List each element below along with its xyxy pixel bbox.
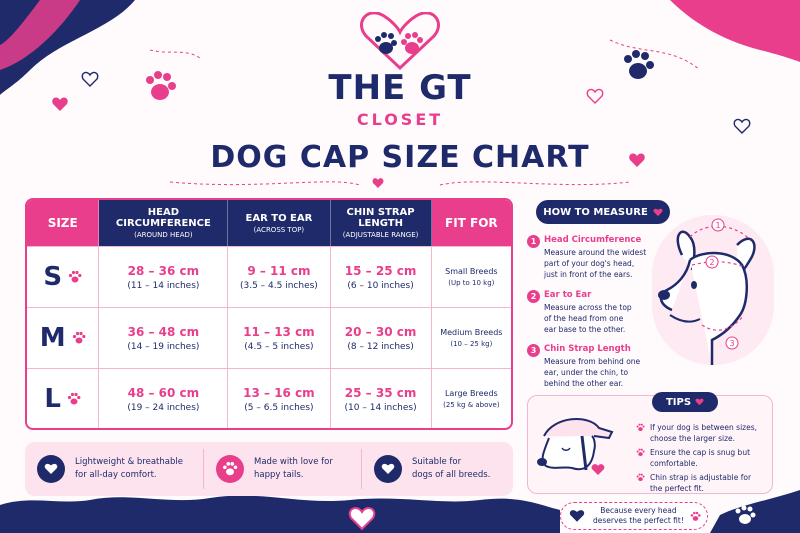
brand-subtitle: CLOSET — [356, 110, 444, 129]
paw-icon — [636, 423, 645, 432]
paw-icon — [624, 50, 654, 79]
table-header: SIZE HEAD CIRCUMFERENCE (AROUND HEAD) EAR… — [27, 200, 511, 246]
paw-icon — [735, 505, 756, 524]
chin-inches: (6 – 10 inches) — [347, 280, 414, 291]
head-cm: 48 – 60 cm — [127, 385, 200, 400]
table-row: L 48 – 60 cm (19 – 24 inches) 13 – 16 cm (… — [27, 368, 511, 428]
feature-strip: Lightweight & breathable for all-day comf… — [25, 442, 513, 496]
table-row: M 36 – 48 cm (14 – 19 inches) 11 – 13 cm (… — [27, 307, 511, 368]
heart-icon — [733, 118, 751, 134]
measure-step: 3 Chin Strap Length Measure from behind … — [527, 344, 657, 389]
fit-breed: Large Breeds — [444, 389, 498, 398]
heart-icon — [629, 153, 645, 167]
tip-item: Chin strap is adjustable for the perfect … — [636, 472, 771, 494]
head-cm: 36 – 48 cm — [127, 324, 200, 339]
feature-item: Made with love for happy tails. — [203, 449, 361, 489]
fit-weight: (Up to 10 kg) — [448, 279, 495, 287]
fit-weight: (25 kg & above) — [443, 401, 500, 409]
table-row: S 28 – 36 cm (11 – 14 inches) 9 – 11 cm (3… — [27, 246, 511, 307]
chin-cm: 15 – 25 cm — [344, 263, 417, 278]
page-title: DOG CAP SIZE CHART — [210, 140, 590, 175]
dog-measure-illustration: 1 2 3 — [652, 215, 774, 365]
paw-icon — [72, 331, 86, 344]
brand-name: THE GT — [328, 68, 472, 108]
feature-item: Lightweight & breathable for all-day comf… — [25, 449, 203, 489]
ear-inches: (3.5 – 4.5 inches) — [240, 280, 318, 291]
measure-step: 1 Head Circumference Measure around the … — [527, 235, 657, 280]
fit-breed: Medium Breeds — [440, 328, 503, 337]
paw-icon — [68, 270, 82, 283]
header-head-circumference: HEAD CIRCUMFERENCE (AROUND HEAD) — [99, 200, 229, 246]
heart-icon — [695, 398, 704, 406]
chin-inches: (8 – 12 inches) — [347, 341, 414, 352]
header-size: SIZE — [27, 200, 100, 246]
svg-text:3: 3 — [729, 339, 734, 348]
paw-icon — [636, 448, 645, 457]
tips-title: TIPS — [652, 392, 718, 412]
header-chin-strap: CHIN STRAP LENGTH (ADJUSTABLE RANGE) — [330, 200, 432, 246]
brand-logo: THE GT CLOSET — [300, 12, 500, 132]
heart-icon — [586, 88, 604, 104]
how-to-measure-title: HOW TO MEASURE — [536, 200, 670, 224]
heart-icon — [37, 455, 65, 483]
tips-box: TIPS If your dog is between sizes, choose… — [527, 392, 773, 494]
tip-item: Ensure the cap is snug but comfortable. — [636, 447, 771, 469]
head-cm: 28 – 36 cm — [127, 263, 200, 278]
heart-icon — [374, 455, 402, 483]
heart-icon — [569, 510, 585, 522]
paw-icon — [690, 511, 701, 521]
heart-icon — [52, 97, 68, 111]
head-inches: (11 – 14 inches) — [127, 280, 200, 291]
dog-with-cap-icon — [537, 417, 614, 475]
measure-step: 2 Ear to Ear Measure across the top of th… — [527, 290, 657, 335]
header-fit-for: FIT FOR — [431, 200, 511, 246]
fit-breed: Small Breeds — [445, 267, 498, 276]
heart-icon — [653, 208, 663, 216]
size-table: SIZE HEAD CIRCUMFERENCE (AROUND HEAD) EAR… — [25, 198, 513, 430]
chin-cm: 20 – 30 cm — [344, 324, 417, 339]
size-label: L — [44, 384, 61, 414]
heart-icon — [372, 178, 384, 188]
chin-cm: 25 – 35 cm — [344, 385, 417, 400]
ear-cm: 11 – 13 cm — [243, 324, 315, 339]
dog-head-icon: 1 2 3 — [658, 218, 756, 365]
head-inches: (19 – 24 inches) — [127, 402, 200, 413]
ear-inches: (5 – 6.5 inches) — [244, 402, 314, 413]
size-label: S — [43, 262, 63, 292]
ear-cm: 13 – 16 cm — [243, 385, 315, 400]
heart-icon — [81, 71, 99, 87]
feature-item: Suitable for dogs of all breeds. — [361, 449, 511, 489]
svg-text:2: 2 — [709, 258, 714, 267]
tip-item: If your dog is between sizes, choose the … — [636, 422, 771, 444]
ear-cm: 9 – 11 cm — [247, 263, 311, 278]
ear-inches: (4.5 – 5 inches) — [244, 341, 314, 352]
svg-text:1: 1 — [715, 221, 720, 230]
header-ear-to-ear: EAR TO EAR (ACROSS TOP) — [228, 200, 331, 246]
fit-weight: (10 – 25 kg) — [450, 340, 493, 348]
bottom-note: Because every head deserves the perfect f… — [560, 502, 708, 530]
paw-icon — [216, 455, 244, 483]
head-inches: (14 – 19 inches) — [127, 341, 200, 352]
heart-icon — [348, 507, 376, 531]
chin-inches: (10 – 14 inches) — [344, 402, 417, 413]
paw-icon — [67, 392, 81, 405]
paw-icon — [636, 473, 645, 482]
logo-heart-icon — [360, 12, 440, 71]
paw-icon — [146, 71, 176, 100]
size-label: M — [39, 323, 66, 353]
